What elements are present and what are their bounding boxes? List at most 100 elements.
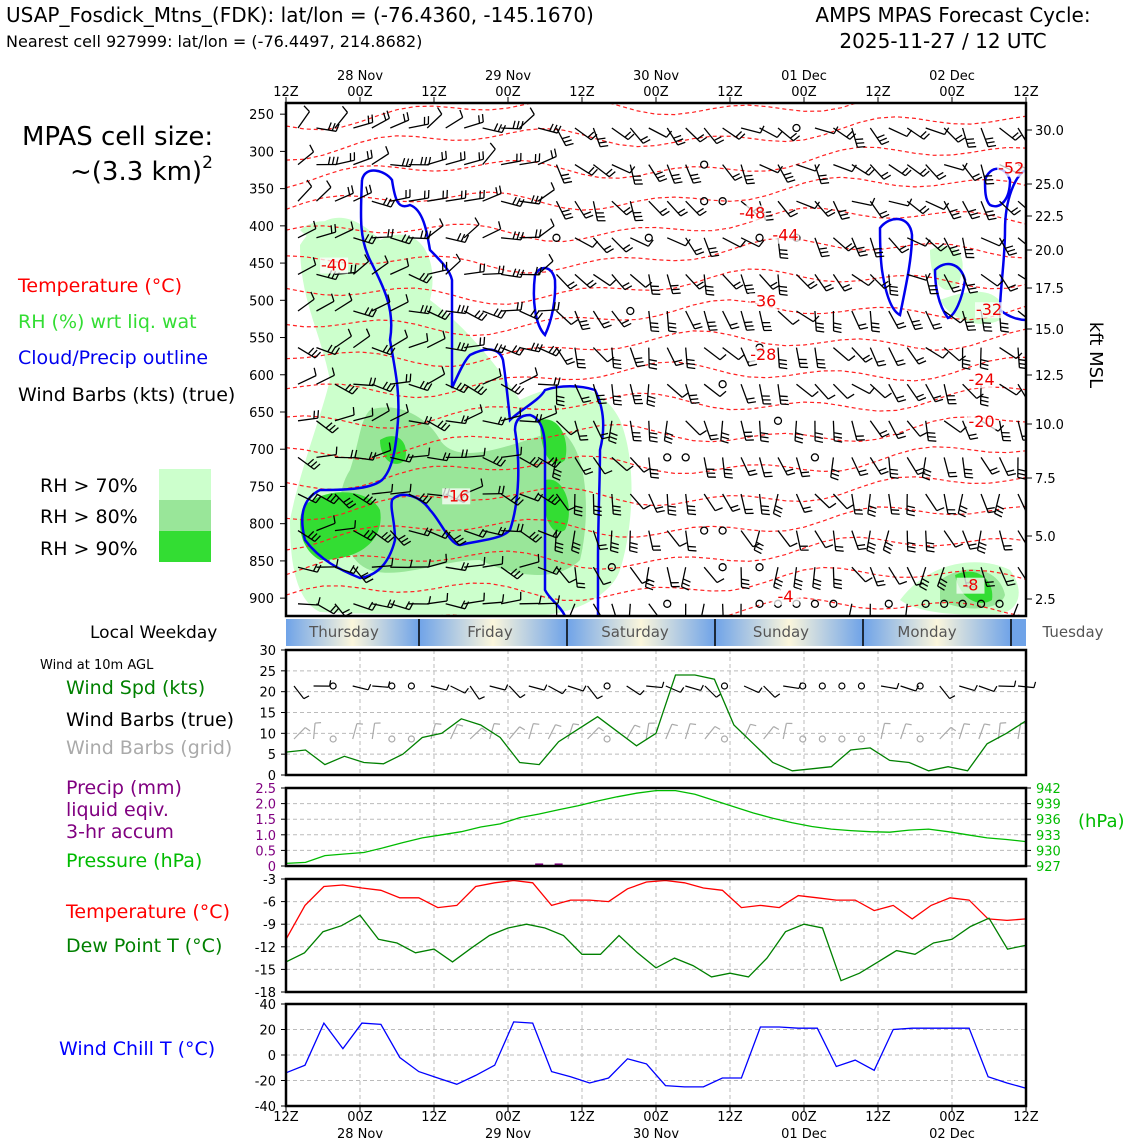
wind-barb <box>371 294 391 312</box>
calm-barb-grid <box>603 735 611 743</box>
wind-barb <box>445 449 468 459</box>
legend-windchill: Wind Chill T (°C) <box>59 1038 215 1060</box>
legend-barbs: Wind Barbs (kts) (true) <box>18 384 235 406</box>
wind-barb <box>609 530 619 554</box>
calm-barb-grid <box>916 735 924 743</box>
wind-barb <box>464 447 486 459</box>
wind-barb <box>832 237 856 252</box>
wind-barb <box>592 237 614 254</box>
wind-barb <box>500 383 525 395</box>
wind-barb <box>316 180 332 202</box>
wind-barb <box>740 420 754 441</box>
wind-barb-true <box>900 685 920 692</box>
wind-barb <box>389 530 412 546</box>
wind-barb <box>925 237 948 252</box>
wind-barb <box>882 530 893 555</box>
wind-barb-true <box>313 680 332 687</box>
pressure-tick-label: 930 <box>1036 844 1061 859</box>
wind-barb <box>537 405 558 422</box>
wind-barb <box>482 594 505 605</box>
kft-tick-label: 15.0 <box>1035 323 1064 338</box>
pressure-tick-label: 936 <box>1036 813 1061 828</box>
wind-barb <box>371 403 390 422</box>
wind-barb <box>629 530 638 554</box>
wind-barb <box>555 164 573 184</box>
wind-barb <box>906 200 930 215</box>
wind-barb <box>464 592 485 605</box>
panel-frame <box>284 1002 1028 1108</box>
wind-barb <box>980 457 1000 475</box>
wind-barb-grid <box>704 725 721 740</box>
wind-barb <box>666 530 688 547</box>
wind-barb <box>593 273 617 287</box>
wind-barb <box>408 116 430 129</box>
legend-rh: RH (%) wrt liq. wat <box>18 311 197 333</box>
calm-barb-grid <box>799 735 807 743</box>
wind-barb <box>592 493 602 517</box>
wind-barb <box>519 413 543 423</box>
temp-contour-label: -20 <box>969 412 995 431</box>
y-tick-label: -20 <box>255 1075 276 1090</box>
weekday-band <box>715 619 863 646</box>
wind-barb <box>721 457 733 479</box>
wind-barb-true <box>372 681 391 688</box>
calm-barb <box>718 380 727 389</box>
wind-barb <box>352 566 374 584</box>
wind-barb <box>646 384 656 408</box>
wind-barb <box>611 493 622 516</box>
wind-barb <box>962 274 978 294</box>
wind-barb <box>611 347 622 370</box>
wind-barb <box>353 307 377 318</box>
wind-barb <box>426 366 446 385</box>
calm-barb-true <box>857 682 866 690</box>
wind-barb <box>740 125 765 134</box>
wind-barb <box>648 127 673 138</box>
weekday-band <box>286 619 419 646</box>
legend-wind-spd: Wind Spd (kts) <box>66 677 205 699</box>
wind-barb <box>832 530 844 552</box>
wind-barb <box>851 347 873 363</box>
calm-barb-true <box>818 682 826 690</box>
p-tick-label: 850 <box>249 555 274 570</box>
wind-barb <box>316 156 339 166</box>
wind-barb <box>389 329 409 349</box>
calm-barb <box>976 599 986 608</box>
time-label-top: 00Z <box>643 85 669 100</box>
wind-barb <box>648 420 658 443</box>
wind-barb <box>390 294 409 312</box>
wind-barb <box>814 347 826 369</box>
legend-cloud: Cloud/Precip outline <box>18 347 208 369</box>
time-label-bottom: 12Z <box>1013 1110 1039 1125</box>
wind-barb <box>390 559 413 569</box>
wind-barb <box>740 274 756 295</box>
wind-barb <box>851 420 865 441</box>
wind-barb <box>869 200 890 219</box>
wind-barb <box>943 237 962 257</box>
wind-barb-true <box>998 680 1017 688</box>
time-label-top: 12Z <box>421 85 447 100</box>
cloud-outline-4 <box>878 217 914 317</box>
pressure-tick-label: 933 <box>1036 829 1061 844</box>
wind-barb <box>427 592 449 605</box>
wind-barb <box>888 420 906 440</box>
y-tick-label: 40 <box>259 998 276 1013</box>
date-label-bottom: 02 Dec <box>929 1127 975 1140</box>
temp-label-bg <box>749 293 778 310</box>
wind-barb <box>371 530 395 543</box>
weekday-band <box>567 619 715 646</box>
calm-barb <box>921 599 930 608</box>
cloud-outline-5 <box>933 262 967 320</box>
time-label-bottom: 12Z <box>273 1110 299 1125</box>
wind-barb <box>740 457 758 477</box>
kft-tick-label: 20.0 <box>1035 244 1064 259</box>
wind-barb <box>629 566 650 584</box>
wind-barb <box>501 301 523 312</box>
wind-barb <box>851 383 876 395</box>
calm-barb <box>700 526 709 535</box>
wind-barb <box>537 595 561 605</box>
wind-barb <box>759 273 781 290</box>
calm-barb-grid <box>329 735 337 743</box>
wind-barb <box>851 237 868 257</box>
p-tick-label: 250 <box>249 108 274 123</box>
wind-barb <box>666 127 686 146</box>
